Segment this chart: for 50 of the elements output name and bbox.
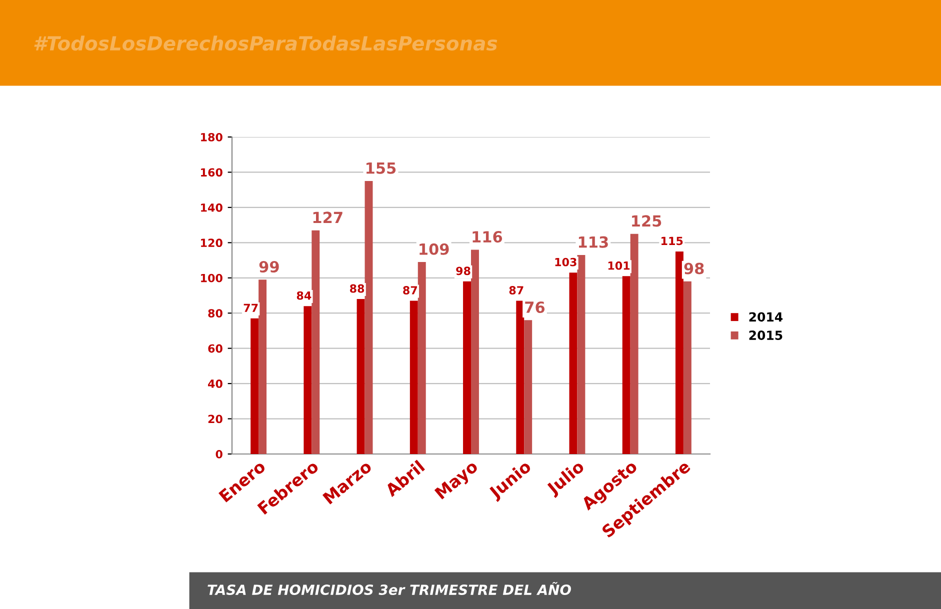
text: #TodosLosDerechosParaTodasLasPersonas [34,36,498,51]
data-label: 98 [456,266,470,276]
y-tick-label: 100 [201,274,222,282]
bar [683,281,692,454]
data-label: 115 [662,236,683,246]
data-label: 113 [578,236,608,248]
bar [577,254,586,454]
bar [569,272,578,454]
bar [675,251,684,454]
data-label: 98 [684,262,704,274]
data-label: 127 [313,212,342,223]
y-tick-label: 0 [216,450,222,458]
data-label: 116 [472,231,502,243]
bar [418,262,426,454]
y-tick-label: 180 [201,132,222,142]
data-label: 76 [525,301,545,314]
y-tick-label: 140 [201,203,222,212]
data-label: 125 [632,215,662,227]
y-tick-label: 20 [208,414,222,424]
bar [516,300,524,454]
data-label: 84 [296,291,312,300]
data-label: 155 [366,162,396,174]
data-label: 101 [608,261,630,270]
bar [410,300,418,454]
bar [250,318,259,454]
bar [258,280,267,454]
bar [304,306,312,454]
bar [630,234,638,454]
bar [471,250,479,454]
data-label: 77 [244,304,258,312]
data-label: 103 [555,258,576,266]
legend-label: 2015 [749,330,782,340]
text: TASA DE HOMICIDIOS 3er TRIMESTRE DEL AÑO [208,582,571,596]
data-label: 87 [403,286,418,294]
data-label: 99 [259,260,279,273]
data-label: 109 [420,243,449,255]
data-label: 88 [350,284,364,293]
bar [524,320,532,454]
y-tick-label: 120 [201,238,222,248]
y-tick-label: 40 [208,380,222,388]
bar [622,276,630,454]
bar [364,181,373,454]
y-tick-label: 60 [208,344,222,353]
bar [312,230,320,454]
bar [463,281,471,454]
y-tick-label: 80 [208,309,222,318]
y-tick-label: 160 [201,168,222,177]
legend-label: 2014 [749,312,783,322]
data-label: 87 [509,286,524,294]
bar [356,299,365,454]
